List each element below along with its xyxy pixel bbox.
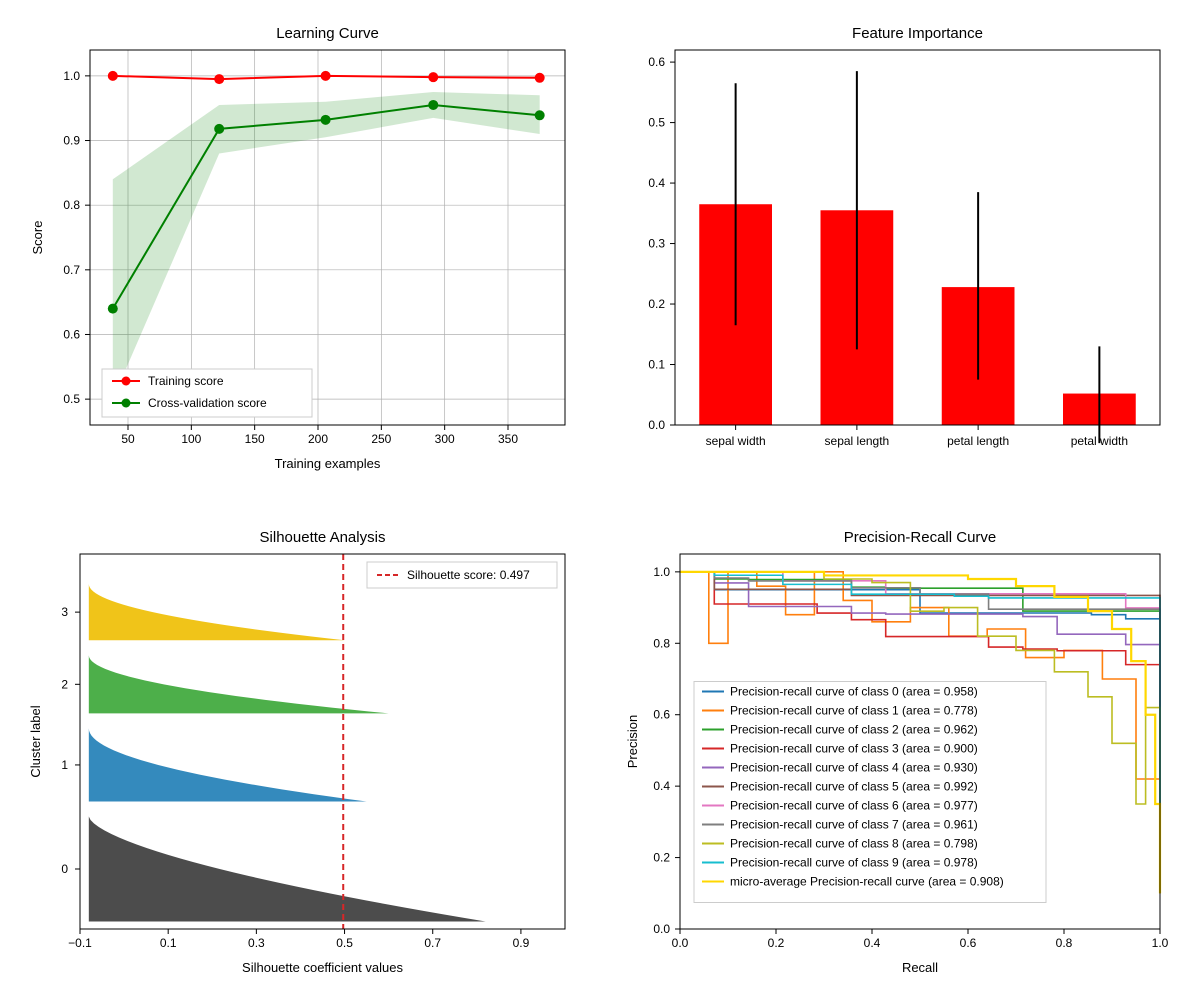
svg-text:petal length: petal length bbox=[947, 434, 1009, 448]
svg-text:Precision-recall curve of clas: Precision-recall curve of class 9 (area … bbox=[730, 855, 978, 869]
svg-text:0.9: 0.9 bbox=[513, 936, 530, 950]
feature-importance-title: Feature Importance bbox=[852, 25, 983, 42]
svg-text:Score: Score bbox=[30, 221, 45, 255]
svg-text:0.8: 0.8 bbox=[63, 198, 80, 212]
svg-text:0.1: 0.1 bbox=[648, 358, 665, 372]
svg-text:0.5: 0.5 bbox=[648, 116, 665, 130]
svg-text:0.7: 0.7 bbox=[424, 936, 441, 950]
svg-text:100: 100 bbox=[181, 432, 201, 446]
svg-text:Precision-recall curve of clas: Precision-recall curve of class 2 (area … bbox=[730, 722, 978, 736]
svg-text:0.4: 0.4 bbox=[864, 936, 881, 950]
svg-text:50: 50 bbox=[121, 432, 135, 446]
svg-text:1: 1 bbox=[61, 757, 68, 771]
svg-text:3: 3 bbox=[61, 605, 68, 619]
svg-text:0.0: 0.0 bbox=[653, 922, 670, 936]
svg-text:350: 350 bbox=[498, 432, 518, 446]
svg-text:0.3: 0.3 bbox=[648, 237, 665, 251]
svg-text:0.8: 0.8 bbox=[653, 636, 670, 650]
svg-text:Precision-recall curve of clas: Precision-recall curve of class 8 (area … bbox=[730, 836, 978, 850]
svg-text:Precision-recall curve of clas: Precision-recall curve of class 4 (area … bbox=[730, 760, 978, 774]
svg-text:0.0: 0.0 bbox=[648, 418, 665, 432]
svg-text:250: 250 bbox=[371, 432, 391, 446]
svg-text:300: 300 bbox=[435, 432, 455, 446]
svg-text:0.5: 0.5 bbox=[63, 392, 80, 406]
svg-text:Precision: Precision bbox=[625, 714, 640, 767]
precision-recall-title: Precision-Recall Curve bbox=[844, 529, 997, 546]
svg-text:0.1: 0.1 bbox=[160, 936, 177, 950]
svg-text:Cluster label: Cluster label bbox=[28, 705, 43, 777]
svg-text:0.2: 0.2 bbox=[768, 936, 785, 950]
learning-curve-title: Learning Curve bbox=[276, 25, 379, 42]
svg-text:Training score: Training score bbox=[148, 374, 224, 388]
learning-curve-svg: 50 100 150 200 250 300 350 0.5 0.6 0.7 0.8 0.9 1.0 Le… bbox=[20, 20, 585, 480]
svg-text:Precision-recall curve of clas: Precision-recall curve of class 3 (area … bbox=[730, 741, 978, 755]
chart-grid: 50 100 150 200 250 300 350 0.5 0.6 0.7 0.8 0.9 1.0 Le… bbox=[0, 0, 1200, 1007]
svg-text:Silhouette score: 0.497: Silhouette score: 0.497 bbox=[407, 568, 530, 582]
svg-text:150: 150 bbox=[245, 432, 265, 446]
svg-text:Training examples: Training examples bbox=[275, 456, 381, 471]
svg-text:0.5: 0.5 bbox=[336, 936, 353, 950]
svg-text:micro-average Precision-recall: micro-average Precision-recall curve (ar… bbox=[730, 874, 1004, 888]
feature-importance-svg: 0.0 0.1 0.2 0.3 0.4 0.5 0.6 sepal width sepal le… bbox=[615, 20, 1180, 480]
silhouette-svg: −0.1 0.1 0.3 0.5 0.7 0.9 0 1 2 3 Silhouette Analys… bbox=[20, 524, 585, 984]
svg-text:0.3: 0.3 bbox=[248, 936, 265, 950]
svg-text:0.7: 0.7 bbox=[63, 263, 80, 277]
precision-recall-svg: 0.0 0.2 0.4 0.6 0.8 1.0 0.0 0.2 0.4 0.6 0.8 1.0 Prec… bbox=[615, 524, 1180, 984]
svg-text:0.0: 0.0 bbox=[672, 936, 689, 950]
svg-text:Cross-validation score: Cross-validation score bbox=[148, 396, 267, 410]
svg-text:Precision-recall curve of clas: Precision-recall curve of class 0 (area … bbox=[730, 684, 978, 698]
silhouette-panel: −0.1 0.1 0.3 0.5 0.7 0.9 0 1 2 3 Silhouette Analys… bbox=[20, 524, 585, 988]
learning-curve-panel: 50 100 150 200 250 300 350 0.5 0.6 0.7 0.8 0.9 1.0 Le… bbox=[20, 20, 585, 484]
svg-text:Precision-recall curve of clas: Precision-recall curve of class 7 (area … bbox=[730, 817, 978, 831]
svg-text:0.4: 0.4 bbox=[648, 176, 665, 190]
svg-text:200: 200 bbox=[308, 432, 328, 446]
feature-importance-panel: 0.0 0.1 0.2 0.3 0.4 0.5 0.6 sepal width sepal le… bbox=[615, 20, 1180, 484]
svg-text:Silhouette coefficient values: Silhouette coefficient values bbox=[242, 960, 403, 975]
svg-text:1.0: 1.0 bbox=[1152, 936, 1169, 950]
svg-text:1.0: 1.0 bbox=[653, 564, 670, 578]
svg-text:Precision-recall curve of clas: Precision-recall curve of class 1 (area … bbox=[730, 703, 978, 717]
svg-text:Recall: Recall bbox=[902, 960, 938, 975]
svg-text:0.6: 0.6 bbox=[653, 707, 670, 721]
svg-text:0.2: 0.2 bbox=[648, 297, 665, 311]
svg-text:0.4: 0.4 bbox=[653, 779, 670, 793]
svg-text:Precision-recall curve of clas: Precision-recall curve of class 5 (area … bbox=[730, 779, 978, 793]
svg-text:0.9: 0.9 bbox=[63, 134, 80, 148]
svg-text:1.0: 1.0 bbox=[63, 69, 80, 83]
svg-text:0.6: 0.6 bbox=[63, 327, 80, 341]
svg-text:0.2: 0.2 bbox=[653, 850, 670, 864]
svg-text:0.6: 0.6 bbox=[960, 936, 977, 950]
svg-text:0.8: 0.8 bbox=[1056, 936, 1073, 950]
precision-recall-panel: 0.0 0.2 0.4 0.6 0.8 1.0 0.0 0.2 0.4 0.6 0.8 1.0 Prec… bbox=[615, 524, 1180, 988]
svg-text:sepal length: sepal length bbox=[825, 434, 890, 448]
svg-text:Precision-recall curve of clas: Precision-recall curve of class 6 (area … bbox=[730, 798, 978, 812]
svg-text:−0.1: −0.1 bbox=[68, 936, 92, 950]
svg-text:0.6: 0.6 bbox=[648, 55, 665, 69]
svg-text:petal width: petal width bbox=[1071, 434, 1128, 448]
svg-text:2: 2 bbox=[61, 677, 68, 691]
silhouette-title: Silhouette Analysis bbox=[260, 529, 386, 546]
svg-text:0: 0 bbox=[61, 862, 68, 876]
svg-text:sepal width: sepal width bbox=[706, 434, 766, 448]
